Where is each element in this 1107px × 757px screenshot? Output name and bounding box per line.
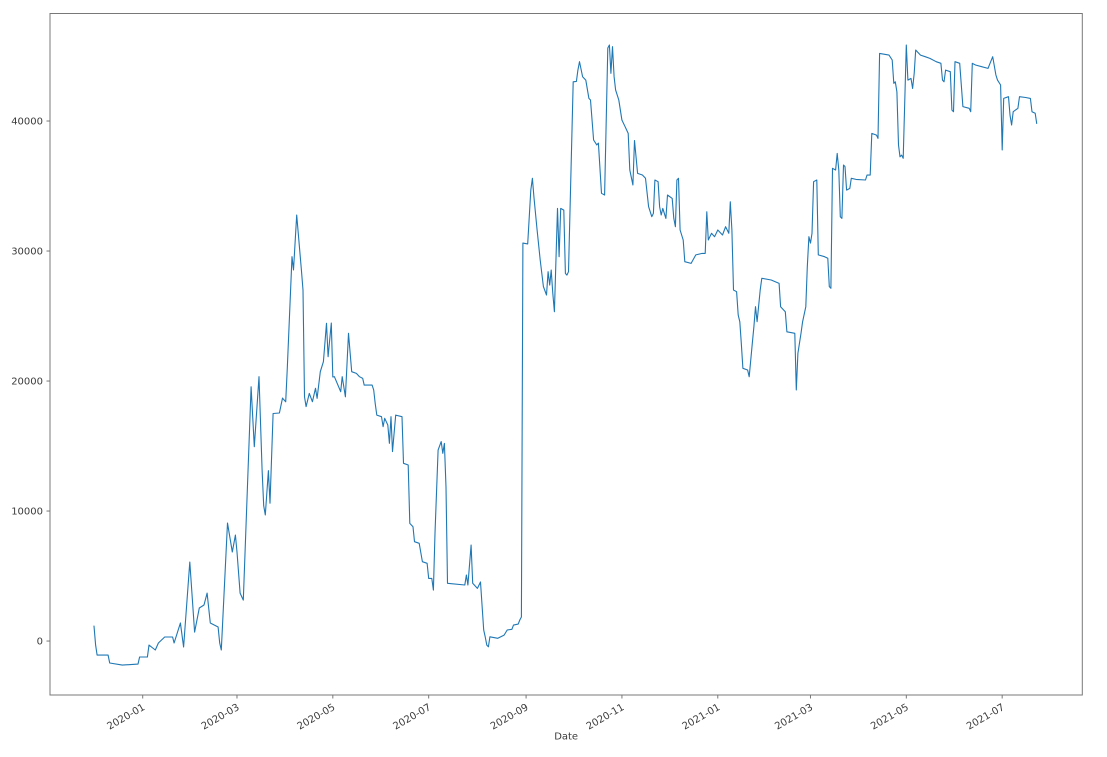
x-tick-label: 2021-05 [869, 702, 911, 732]
x-tick-label: 2020-05 [296, 702, 338, 732]
x-axis-title: Date [554, 732, 578, 743]
x-tick-label: 2020-07 [391, 702, 433, 732]
x-tick-label: 2021-07 [965, 702, 1007, 732]
x-tick-label: 2021-03 [773, 702, 815, 732]
y-tick-label: 10000 [11, 507, 43, 518]
series-group [93, 44, 1038, 666]
series-line [93, 44, 1038, 666]
x-tick-label: 2021-01 [681, 702, 723, 732]
x-tick-label: 2020-01 [106, 702, 148, 732]
x-tick-label: 2020-09 [489, 702, 531, 732]
x-tick-label: 2020-03 [200, 702, 242, 732]
plot-area [49, 13, 1083, 696]
ticks-group: 0 10000 20000 30000 40000 2020-01 2020-03 2020-… [11, 117, 1006, 733]
x-tick-label: 2020-11 [585, 702, 627, 732]
y-tick-label: 20000 [11, 377, 43, 388]
y-tick-label: 40000 [11, 117, 43, 128]
y-tick-label: 30000 [11, 247, 43, 258]
y-tick-label: 0 [37, 637, 43, 648]
